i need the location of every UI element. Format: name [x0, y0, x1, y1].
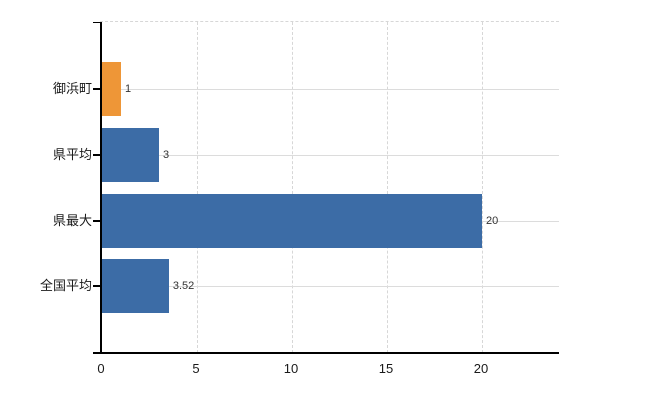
- category-label: 全国平均: [39, 278, 92, 293]
- horizontal-gridline: [102, 155, 559, 156]
- value-label: 3: [163, 149, 170, 161]
- vertical-gridline: [292, 22, 294, 353]
- category-label: 御浜町: [52, 81, 92, 96]
- x-tick-label: 0: [97, 361, 105, 376]
- vertical-gridline: [482, 22, 484, 353]
- x-tick-label: 20: [473, 361, 489, 376]
- y-axis-tick: [93, 154, 100, 156]
- y-axis-tick: [93, 21, 100, 23]
- y-axis-line: [100, 22, 102, 353]
- bar: [102, 62, 121, 116]
- x-tick-label: 10: [283, 361, 299, 376]
- bar: [102, 128, 159, 182]
- category-label: 県平均: [52, 147, 92, 162]
- plot-top-border: [100, 21, 559, 22]
- x-tick-label: 5: [192, 361, 200, 376]
- vertical-gridline: [387, 22, 389, 353]
- value-label: 20: [486, 215, 499, 227]
- horizontal-gridline: [102, 286, 559, 287]
- y-axis-tick: [93, 285, 100, 287]
- bar: [102, 194, 483, 248]
- value-label: 3.52: [172, 280, 195, 292]
- vertical-gridline: [197, 22, 198, 353]
- bar: [102, 259, 169, 313]
- x-axis-line: [93, 352, 559, 354]
- value-label: 1: [125, 83, 132, 95]
- category-label: 県最大: [52, 213, 92, 228]
- y-axis-tick: [93, 220, 100, 222]
- horizontal-gridline: [102, 89, 559, 90]
- y-axis-tick: [93, 88, 100, 90]
- x-tick-label: 15: [378, 361, 394, 376]
